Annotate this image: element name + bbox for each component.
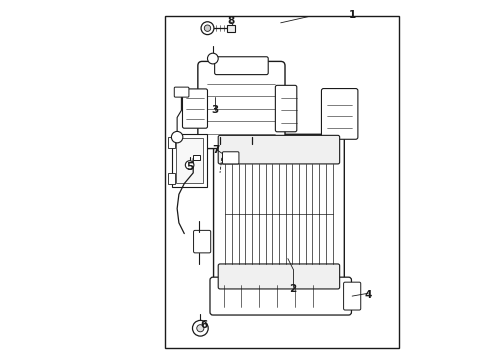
Text: 2: 2 xyxy=(290,284,297,294)
FancyBboxPatch shape xyxy=(182,89,207,128)
Circle shape xyxy=(201,22,214,35)
Text: 4: 4 xyxy=(365,290,372,300)
Polygon shape xyxy=(168,173,175,184)
Polygon shape xyxy=(168,137,175,148)
Bar xyxy=(227,24,235,32)
Text: 5: 5 xyxy=(186,162,193,172)
FancyBboxPatch shape xyxy=(214,134,344,290)
FancyBboxPatch shape xyxy=(174,87,189,97)
Circle shape xyxy=(185,161,194,169)
FancyBboxPatch shape xyxy=(194,230,211,253)
Circle shape xyxy=(207,53,218,64)
Circle shape xyxy=(204,25,211,31)
FancyBboxPatch shape xyxy=(198,62,285,149)
FancyBboxPatch shape xyxy=(222,152,239,164)
Circle shape xyxy=(172,131,183,143)
Circle shape xyxy=(193,320,208,336)
Text: 3: 3 xyxy=(211,105,218,115)
Polygon shape xyxy=(176,138,203,183)
FancyBboxPatch shape xyxy=(210,277,351,315)
FancyBboxPatch shape xyxy=(218,264,340,289)
Polygon shape xyxy=(193,155,200,160)
Bar xyxy=(165,16,398,348)
Text: 6: 6 xyxy=(200,320,208,330)
Text: 7: 7 xyxy=(213,145,220,155)
FancyBboxPatch shape xyxy=(343,282,361,310)
FancyBboxPatch shape xyxy=(275,85,297,132)
Circle shape xyxy=(197,325,204,332)
Polygon shape xyxy=(172,134,207,187)
FancyBboxPatch shape xyxy=(218,135,340,164)
FancyBboxPatch shape xyxy=(321,89,358,139)
Text: 8: 8 xyxy=(227,16,234,26)
FancyBboxPatch shape xyxy=(215,57,268,75)
Text: 1: 1 xyxy=(348,10,356,20)
